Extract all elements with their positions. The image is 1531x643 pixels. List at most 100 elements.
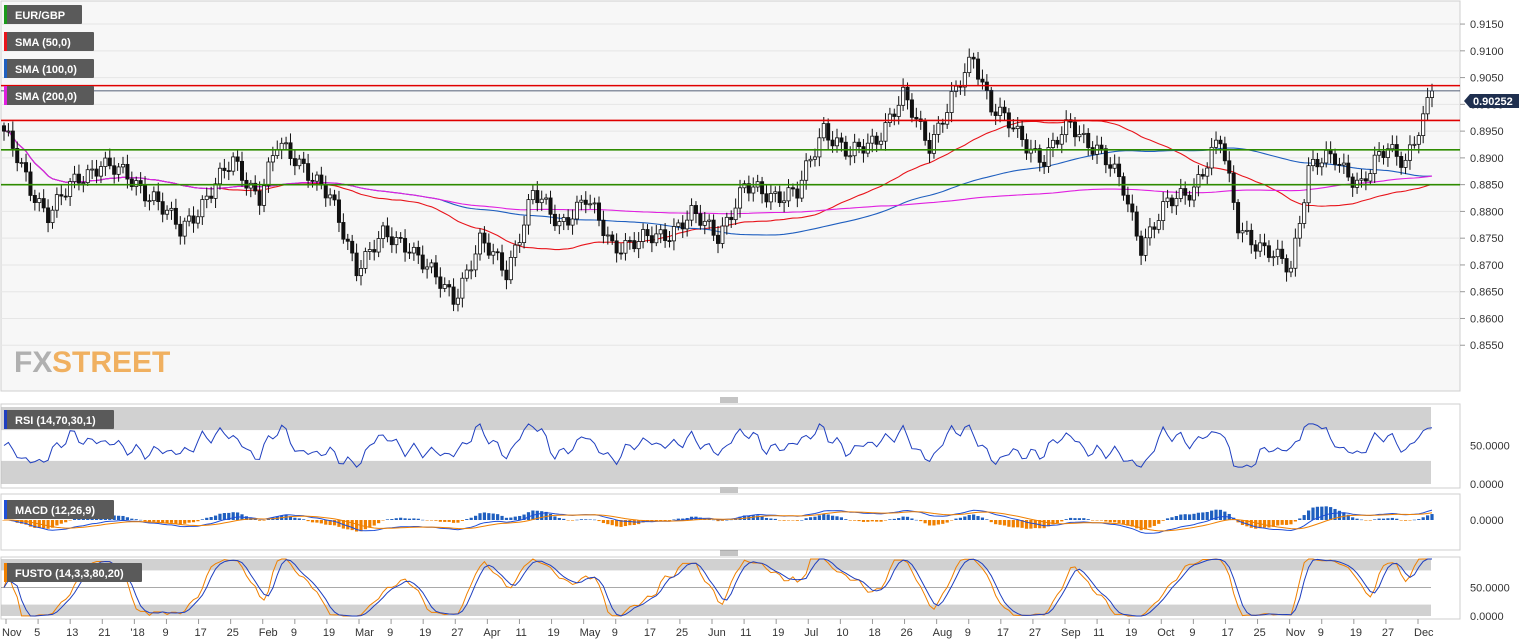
candle-body <box>1099 144 1104 150</box>
fusto-tag[interactable]: FUSTO (14,3,3,80,20) <box>4 563 142 582</box>
macd-histogram-bar <box>1179 514 1183 520</box>
candle-body <box>539 198 544 204</box>
tag-label: MACD (12,26,9) <box>15 505 95 517</box>
candle-body <box>76 173 81 184</box>
x-tick-label: 25 <box>227 627 239 639</box>
candle-body <box>1377 151 1382 156</box>
macd-histogram-bar <box>901 516 905 520</box>
macd-histogram-bar <box>121 515 125 520</box>
macd-histogram-bar <box>412 518 416 520</box>
macd-tag[interactable]: MACD (12,26,9) <box>4 500 114 519</box>
candle-body <box>557 221 562 227</box>
candle-body <box>90 168 95 171</box>
macd-histogram-bar <box>1187 514 1192 520</box>
macd-histogram-bar <box>500 515 504 520</box>
candle-body <box>936 122 941 135</box>
x-tick-label: 19 <box>1350 627 1362 639</box>
macd-histogram-bar <box>623 520 628 527</box>
candle-body <box>266 161 271 187</box>
candle-body <box>1218 139 1223 145</box>
macd-histogram-bar <box>994 520 998 525</box>
candle-body <box>19 162 24 164</box>
y-tick-label: 0.8800 <box>1470 206 1504 218</box>
macd-histogram-bar <box>830 515 835 520</box>
macd-histogram-bar <box>68 520 72 521</box>
macd-histogram-bar <box>72 518 77 520</box>
candle-body <box>394 237 399 246</box>
candle-body <box>1425 97 1430 115</box>
candle-body <box>724 216 729 227</box>
candle-body <box>892 113 897 117</box>
macd-histogram-bar <box>147 520 152 523</box>
macd-histogram-bar <box>266 518 271 520</box>
macd-histogram-bar <box>1276 520 1280 526</box>
candle-body <box>601 219 606 236</box>
macd-histogram-bar <box>438 520 442 522</box>
candle-body <box>336 199 341 223</box>
macd-histogram-bar <box>178 520 182 525</box>
macd-histogram-bar <box>553 516 557 520</box>
fusto-tick-label: 0.0000 <box>1470 611 1504 623</box>
candle-body <box>1288 267 1293 273</box>
candle-body <box>676 222 681 227</box>
x-tick-label: 19 <box>323 627 335 639</box>
macd-histogram-bar <box>1315 506 1320 520</box>
macd-histogram-bar <box>1117 520 1121 524</box>
candle-body <box>1108 164 1113 169</box>
macd-histogram-bar <box>822 513 826 520</box>
candle-body <box>178 223 183 237</box>
macd-plot: 0.0000 <box>2 506 1504 534</box>
x-tick-label: 5 <box>34 627 40 639</box>
x-tick-label: 17 <box>1221 627 1233 639</box>
macd-histogram-bar <box>778 520 782 521</box>
rsi-tag[interactable]: RSI (14,70,30,1) <box>4 410 114 429</box>
macd-histogram-bar <box>1192 513 1196 520</box>
macd-histogram-bar <box>1381 518 1386 520</box>
candle-body <box>574 201 579 220</box>
x-tick-label: May <box>580 627 601 639</box>
macd-histogram-bar <box>1364 520 1368 521</box>
candle-body <box>896 104 901 117</box>
candle-body <box>1103 148 1108 166</box>
candle-body <box>685 219 690 230</box>
candle-body <box>173 207 178 225</box>
macd-histogram-bar <box>848 520 852 521</box>
candle-body <box>460 277 465 299</box>
macd-histogram-bar <box>1346 514 1350 520</box>
macd-histogram-bar <box>663 520 667 521</box>
indicator-tag[interactable]: SMA (200,0) <box>4 86 94 105</box>
macd-histogram-bar <box>592 519 597 521</box>
macd-histogram-bar <box>610 520 614 526</box>
macd-histogram-bar <box>174 520 178 524</box>
candle-body <box>310 179 315 182</box>
candle-body <box>385 225 390 238</box>
macd-histogram-bar <box>372 520 376 526</box>
y-tick-label: 0.8850 <box>1470 180 1504 192</box>
candle-body <box>579 199 584 203</box>
indicator-tag[interactable]: SMA (100,0) <box>4 59 94 78</box>
macd-histogram-bar <box>130 518 134 520</box>
candle-body <box>605 234 610 237</box>
candle-body <box>1169 197 1174 207</box>
macd-histogram-bar <box>1289 520 1293 525</box>
candle-body <box>1319 162 1324 168</box>
candle-body <box>1302 202 1307 224</box>
candle-body <box>398 237 403 239</box>
indicator-tag[interactable]: SMA (50,0) <box>4 32 94 51</box>
candle-body <box>411 246 416 254</box>
x-tick-label: 17 <box>195 627 207 639</box>
panel-resize-handles[interactable] <box>720 397 738 556</box>
candle-body <box>623 240 628 254</box>
macd-histogram-bar <box>1320 506 1324 520</box>
macd-histogram-bar <box>59 520 63 524</box>
macd-histogram-bar <box>1135 520 1139 529</box>
indicator-tag[interactable]: EUR/GBP <box>4 5 82 24</box>
macd-histogram-bar <box>905 516 910 520</box>
macd-histogram-bar <box>1055 520 1059 524</box>
macd-histogram-bar <box>1091 520 1095 521</box>
y-tick-label: 0.9100 <box>1470 46 1504 58</box>
candle-body <box>777 191 782 204</box>
indicator-tags[interactable]: EUR/GBP SMA (50,0) SMA (100,0) SMA (200,0) R… <box>4 5 142 582</box>
candle-body <box>372 249 377 253</box>
